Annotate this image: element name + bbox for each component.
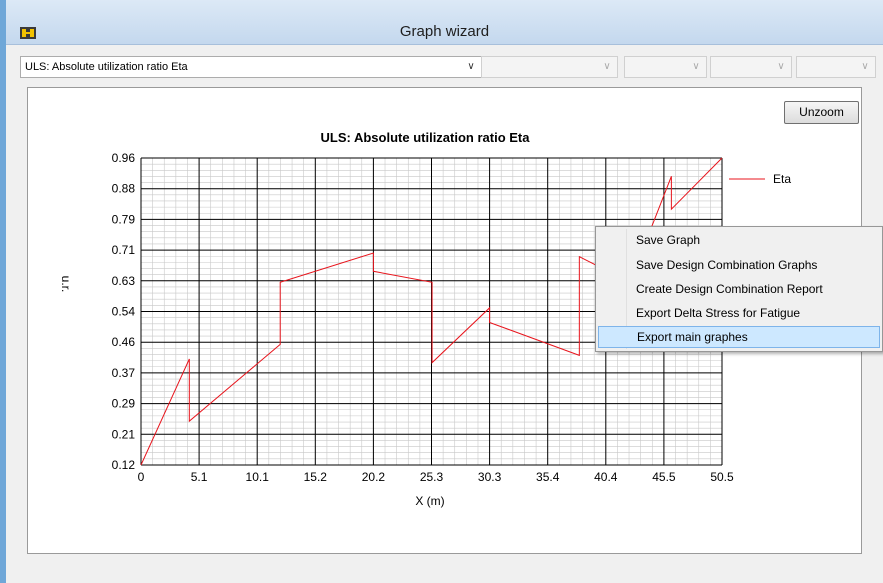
graph-type-dropdown[interactable]: ULS: Absolute utilization ratio Eta ∨ (20, 56, 482, 78)
y-tick-label: 0.12 (112, 458, 136, 472)
y-tick-label: 0.21 (112, 427, 136, 441)
y-tick-label: 0.96 (112, 151, 136, 165)
context-menu: Save Graph Save Design Combination Graph… (595, 226, 883, 352)
window-left-border (0, 0, 6, 583)
x-tick-label: 45.5 (652, 470, 676, 484)
filter-dropdown-3[interactable]: ∨ (710, 56, 792, 78)
chevron-down-icon: ∨ (603, 61, 611, 72)
unzoom-button[interactable]: Unzoom (784, 101, 859, 124)
filter-dropdown-1[interactable]: ∨ (481, 56, 618, 78)
y-tick-label: 0.63 (112, 274, 136, 288)
chevron-down-icon: ∨ (861, 61, 869, 72)
menu-item-export-delta-stress[interactable]: Export Delta Stress for Fatigue (636, 306, 801, 320)
x-axis-label: X (m) (415, 494, 444, 508)
chevron-down-icon: ∨ (467, 61, 475, 72)
y-tick-label: 0.46 (112, 335, 136, 349)
menu-item-save-graph[interactable]: Save Graph (636, 233, 701, 247)
filter-dropdown-4[interactable]: ∨ (796, 56, 876, 78)
y-tick-labels: 0.12 0.21 0.29 0.37 0.46 0.54 0.63 0.71 0.79 0.88… (112, 151, 136, 472)
x-tick-label: 0 (138, 470, 145, 484)
x-tick-label: 50.5 (710, 470, 734, 484)
graph-type-value: ULS: Absolute utilization ratio Eta (25, 61, 188, 73)
x-tick-label: 30.3 (478, 470, 502, 484)
chevron-down-icon: ∨ (777, 61, 785, 72)
menu-gutter-divider (626, 229, 627, 349)
legend-label: Eta (773, 172, 791, 186)
chart-title: ULS: Absolute utilization ratio Eta (321, 130, 531, 145)
y-tick-label: 0.37 (112, 366, 136, 380)
x-tick-label: 40.4 (594, 470, 618, 484)
x-tick-label: 20.2 (362, 470, 386, 484)
menu-item-save-design-combination-graphs[interactable]: Save Design Combination Graphs (636, 258, 818, 272)
graph-selector-bar: ULS: Absolute utilization ratio Eta ∨ ∨ … (6, 56, 883, 80)
x-tick-label: 35.4 (536, 470, 560, 484)
y-tick-label: 0.54 (112, 305, 136, 319)
menu-item-export-main-graphes[interactable]: Export main graphes (598, 326, 880, 348)
x-tick-label: 10.1 (246, 470, 270, 484)
x-tick-label: 15.2 (304, 470, 328, 484)
chevron-down-icon: ∨ (692, 61, 700, 72)
x-tick-label: 5.1 (191, 470, 208, 484)
x-tick-labels: 0 5.1 10.1 15.2 20.2 25.3 30.3 35.4 40.4 45.5 50.5 (138, 470, 734, 484)
filter-dropdown-2[interactable]: ∨ (624, 56, 707, 78)
title-bar[interactable]: Graph wizard (6, 0, 883, 45)
window-title: Graph wizard (399, 23, 490, 40)
y-tick-label: 0.88 (112, 182, 136, 196)
x-tick-label: 25.3 (420, 470, 444, 484)
menu-item-create-design-combination-report[interactable]: Create Design Combination Report (636, 282, 823, 296)
y-axis-label: u.r. (59, 276, 73, 293)
y-tick-label: 0.29 (112, 397, 136, 411)
app-icon (20, 27, 36, 39)
y-tick-label: 0.79 (112, 212, 136, 226)
y-tick-label: 0.71 (112, 243, 136, 257)
